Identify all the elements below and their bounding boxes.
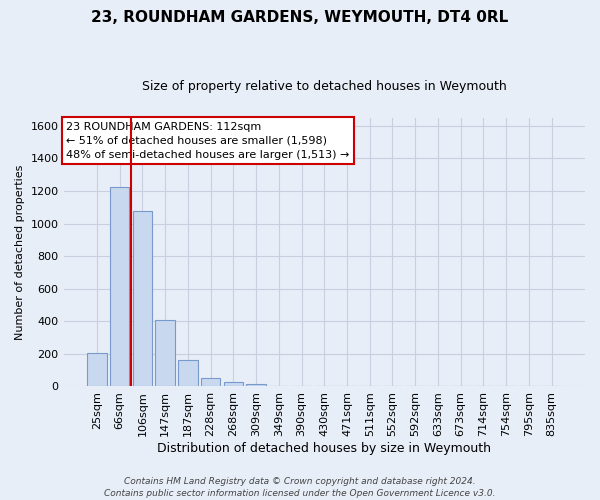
Bar <box>201 378 220 386</box>
Bar <box>155 320 175 386</box>
Text: Contains HM Land Registry data © Crown copyright and database right 2024.
Contai: Contains HM Land Registry data © Crown c… <box>104 476 496 498</box>
Text: 23, ROUNDHAM GARDENS, WEYMOUTH, DT4 0RL: 23, ROUNDHAM GARDENS, WEYMOUTH, DT4 0RL <box>91 10 509 25</box>
Y-axis label: Number of detached properties: Number of detached properties <box>15 164 25 340</box>
X-axis label: Distribution of detached houses by size in Weymouth: Distribution of detached houses by size … <box>157 442 491 455</box>
Bar <box>110 187 130 386</box>
Bar <box>133 212 152 386</box>
Title: Size of property relative to detached houses in Weymouth: Size of property relative to detached ho… <box>142 80 506 93</box>
Bar <box>178 360 197 386</box>
Bar <box>247 384 266 386</box>
Bar <box>87 353 107 386</box>
Bar <box>224 382 243 386</box>
Text: 23 ROUNDHAM GARDENS: 112sqm
← 51% of detached houses are smaller (1,598)
48% of : 23 ROUNDHAM GARDENS: 112sqm ← 51% of det… <box>66 122 350 160</box>
